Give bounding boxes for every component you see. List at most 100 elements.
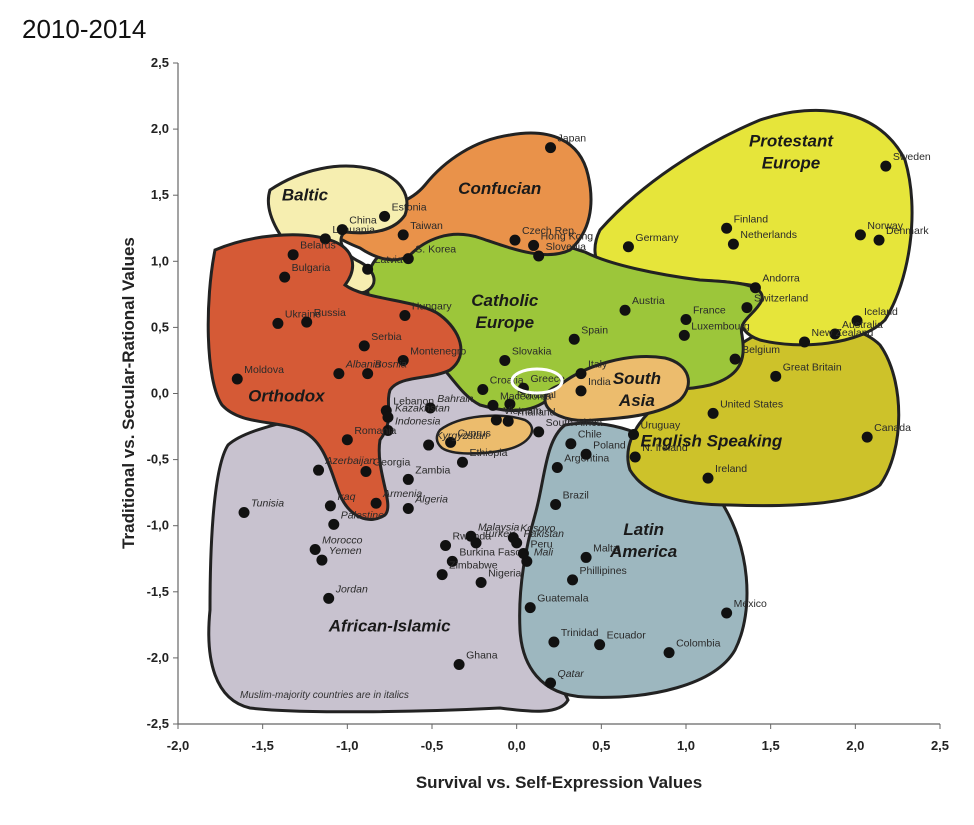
point-zimbabwe[interactable] xyxy=(436,569,448,581)
point-italy[interactable] xyxy=(575,368,587,380)
point-india[interactable] xyxy=(575,385,587,397)
point-brazil[interactable] xyxy=(550,499,562,511)
point-ghana[interactable] xyxy=(453,659,465,671)
point-jordan[interactable] xyxy=(323,592,335,604)
point-belgium[interactable] xyxy=(729,353,741,365)
point-ecuador[interactable] xyxy=(594,639,606,651)
point-macedonia[interactable] xyxy=(487,399,499,411)
point-south-africa[interactable] xyxy=(533,426,545,438)
point-turkey[interactable] xyxy=(470,537,482,549)
point-zambia[interactable] xyxy=(402,473,414,485)
label-greece: Greece xyxy=(530,373,565,385)
point-indonesia[interactable] xyxy=(382,425,394,437)
point-iceland[interactable] xyxy=(851,315,863,327)
point-ukraine[interactable] xyxy=(272,317,284,329)
point-albania[interactable] xyxy=(333,368,345,380)
point-sweden[interactable] xyxy=(880,160,892,172)
point-slovakia[interactable] xyxy=(499,354,511,366)
point-chile[interactable] xyxy=(565,438,577,450)
point-croatia[interactable] xyxy=(477,384,489,396)
point-colombia[interactable] xyxy=(663,647,675,659)
point-malta[interactable] xyxy=(580,551,592,563)
point-spain[interactable] xyxy=(568,333,580,345)
point-australia[interactable] xyxy=(829,328,841,340)
point-new-zealand[interactable] xyxy=(799,336,811,348)
point-georgia[interactable] xyxy=(360,465,372,477)
point-russia[interactable] xyxy=(301,316,313,328)
point-qatar[interactable] xyxy=(545,677,557,689)
point-denmark[interactable] xyxy=(873,234,885,246)
point-guatemala[interactable] xyxy=(524,602,536,614)
point-romania[interactable] xyxy=(341,434,353,446)
point-france[interactable] xyxy=(680,313,692,325)
point-kyrgyzstan[interactable] xyxy=(423,439,435,451)
label-yemen: Yemen xyxy=(329,545,362,557)
point-azerbaijan[interactable] xyxy=(313,464,325,476)
point-s-korea[interactable] xyxy=(402,253,414,265)
point-cyprus[interactable] xyxy=(445,436,457,448)
point-lithuania[interactable] xyxy=(319,233,331,245)
label-finland: Finland xyxy=(734,213,769,225)
x-tick-label: 0,0 xyxy=(508,738,526,753)
point-finland[interactable] xyxy=(721,222,733,234)
point-yemen[interactable] xyxy=(316,554,328,566)
point-canada[interactable] xyxy=(861,431,873,443)
point-algeria[interactable] xyxy=(402,503,414,515)
point-austria[interactable] xyxy=(619,304,631,316)
point-estonia[interactable] xyxy=(379,210,391,222)
point-bosnia[interactable] xyxy=(362,368,374,380)
point-tunisia[interactable] xyxy=(238,506,250,518)
point-slovenia[interactable] xyxy=(533,250,545,262)
point-china[interactable] xyxy=(336,224,348,236)
point-switzerland[interactable] xyxy=(741,302,753,314)
point-hungary[interactable] xyxy=(399,310,411,322)
point-armenia[interactable] xyxy=(370,497,382,509)
label-ireland: Ireland xyxy=(715,463,747,475)
point-netherlands[interactable] xyxy=(727,238,739,250)
point-mexico[interactable] xyxy=(721,607,733,619)
label-trinidad: Trinidad xyxy=(561,627,599,639)
label-peru: Peru xyxy=(530,538,552,550)
point-latvia[interactable] xyxy=(362,263,374,275)
region-label-english-speaking: English Speaking xyxy=(641,431,783,450)
point-n-ireland[interactable] xyxy=(629,451,641,463)
point-portugal[interactable] xyxy=(504,398,516,410)
point-phillipines[interactable] xyxy=(567,574,579,586)
point-peru[interactable] xyxy=(517,547,529,559)
point-germany[interactable] xyxy=(622,241,634,253)
point-kazakhstan[interactable] xyxy=(382,411,394,423)
point-iraq[interactable] xyxy=(324,500,336,512)
point-rwanda[interactable] xyxy=(440,540,452,552)
label-germany: Germany xyxy=(635,232,679,244)
point-argentina[interactable] xyxy=(551,462,563,474)
point-serbia[interactable] xyxy=(358,340,370,352)
point-hong-kong[interactable] xyxy=(528,239,540,251)
point-belarus[interactable] xyxy=(287,249,299,261)
x-tick-label: 0,5 xyxy=(592,738,610,753)
point-moldova[interactable] xyxy=(231,373,243,385)
point-great-britain[interactable] xyxy=(770,370,782,382)
point-ireland[interactable] xyxy=(702,472,714,484)
point-bahrain[interactable] xyxy=(424,402,436,414)
point-palestine[interactable] xyxy=(328,518,340,530)
point-nigeria[interactable] xyxy=(475,577,487,589)
point-uruguay[interactable] xyxy=(628,428,640,440)
point-trinidad[interactable] xyxy=(548,636,560,648)
point-czech-rep[interactable] xyxy=(509,234,521,246)
point-luxembourg[interactable] xyxy=(678,329,690,341)
point-morocco[interactable] xyxy=(309,543,321,555)
label-india: India xyxy=(588,376,611,388)
point-vietnam[interactable] xyxy=(490,414,502,426)
point-united-states[interactable] xyxy=(707,407,719,419)
point-poland[interactable] xyxy=(580,448,592,460)
point-thailand[interactable] xyxy=(502,415,514,427)
point-montenegro[interactable] xyxy=(397,354,409,366)
point-taiwan[interactable] xyxy=(397,229,409,241)
point-norway[interactable] xyxy=(854,229,866,241)
point-andorra[interactable] xyxy=(749,282,761,294)
point-japan[interactable] xyxy=(545,142,557,154)
point-bulgaria[interactable] xyxy=(279,271,291,283)
point-ethiopia[interactable] xyxy=(456,456,468,468)
point-burkina-faso[interactable] xyxy=(446,555,458,567)
point-pakistan[interactable] xyxy=(511,537,523,549)
